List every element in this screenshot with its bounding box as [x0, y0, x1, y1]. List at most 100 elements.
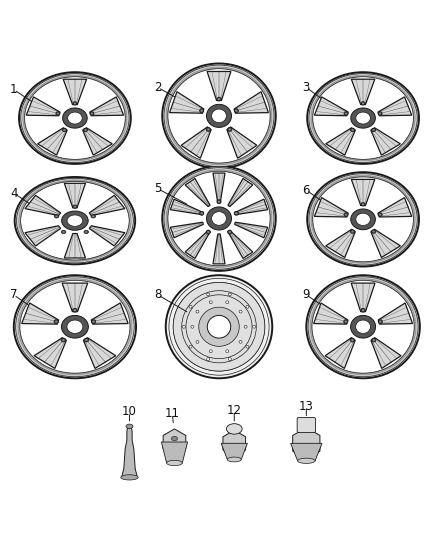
Ellipse shape	[73, 205, 77, 208]
Ellipse shape	[345, 112, 347, 115]
Ellipse shape	[206, 104, 232, 127]
Ellipse shape	[83, 128, 88, 132]
Ellipse shape	[253, 325, 256, 328]
Ellipse shape	[350, 316, 375, 338]
Polygon shape	[351, 283, 375, 312]
Polygon shape	[185, 230, 210, 259]
Ellipse shape	[54, 215, 59, 218]
Ellipse shape	[63, 129, 66, 131]
Ellipse shape	[356, 112, 371, 124]
Ellipse shape	[379, 320, 381, 323]
Ellipse shape	[191, 325, 194, 328]
Ellipse shape	[378, 213, 382, 216]
Ellipse shape	[226, 301, 229, 304]
Ellipse shape	[67, 320, 83, 334]
Ellipse shape	[207, 358, 210, 360]
Ellipse shape	[307, 172, 419, 266]
Polygon shape	[83, 338, 116, 368]
FancyBboxPatch shape	[297, 417, 315, 432]
Ellipse shape	[189, 305, 192, 308]
Polygon shape	[207, 71, 231, 100]
Polygon shape	[62, 283, 88, 312]
Polygon shape	[185, 179, 210, 207]
Text: 13: 13	[299, 400, 314, 413]
Ellipse shape	[207, 128, 209, 131]
Polygon shape	[351, 79, 375, 104]
Ellipse shape	[307, 72, 419, 164]
Ellipse shape	[218, 200, 220, 203]
Ellipse shape	[85, 231, 88, 233]
Ellipse shape	[228, 358, 231, 360]
Ellipse shape	[91, 320, 96, 324]
Polygon shape	[25, 196, 60, 215]
Ellipse shape	[162, 166, 276, 271]
Ellipse shape	[85, 339, 88, 341]
Ellipse shape	[62, 339, 65, 341]
Polygon shape	[227, 127, 257, 158]
Ellipse shape	[313, 77, 413, 159]
Ellipse shape	[90, 112, 94, 115]
Polygon shape	[89, 226, 125, 246]
Ellipse shape	[362, 102, 364, 104]
Polygon shape	[371, 229, 400, 257]
Ellipse shape	[378, 112, 382, 115]
Polygon shape	[64, 183, 85, 208]
Polygon shape	[326, 229, 355, 257]
Ellipse shape	[200, 211, 204, 215]
Ellipse shape	[74, 102, 76, 104]
Ellipse shape	[55, 215, 58, 217]
Ellipse shape	[228, 230, 232, 234]
Ellipse shape	[308, 277, 418, 377]
Ellipse shape	[20, 280, 130, 373]
Ellipse shape	[84, 230, 88, 233]
Ellipse shape	[67, 112, 82, 124]
Ellipse shape	[235, 212, 237, 214]
Ellipse shape	[126, 424, 133, 429]
Ellipse shape	[378, 320, 382, 324]
Ellipse shape	[92, 320, 95, 323]
Ellipse shape	[201, 212, 203, 214]
Ellipse shape	[57, 112, 59, 115]
Polygon shape	[63, 79, 87, 104]
Ellipse shape	[84, 129, 87, 131]
Ellipse shape	[62, 211, 88, 230]
Ellipse shape	[206, 207, 232, 230]
Ellipse shape	[239, 310, 242, 313]
Polygon shape	[90, 97, 124, 116]
Ellipse shape	[227, 457, 241, 462]
Ellipse shape	[209, 301, 212, 304]
Polygon shape	[170, 222, 203, 238]
Ellipse shape	[218, 98, 220, 100]
Ellipse shape	[217, 200, 221, 204]
Ellipse shape	[56, 112, 60, 115]
Ellipse shape	[309, 74, 417, 163]
Ellipse shape	[373, 339, 375, 341]
Ellipse shape	[21, 74, 129, 163]
Ellipse shape	[361, 203, 365, 206]
Ellipse shape	[372, 129, 375, 131]
Ellipse shape	[199, 307, 239, 346]
Ellipse shape	[379, 112, 381, 115]
Ellipse shape	[201, 110, 203, 112]
Polygon shape	[22, 303, 59, 324]
Ellipse shape	[73, 308, 77, 312]
Ellipse shape	[16, 277, 134, 377]
Ellipse shape	[239, 341, 242, 343]
Polygon shape	[34, 338, 67, 368]
Ellipse shape	[164, 168, 274, 269]
Ellipse shape	[166, 461, 182, 466]
Ellipse shape	[55, 320, 58, 323]
Ellipse shape	[91, 112, 93, 115]
Ellipse shape	[73, 102, 77, 105]
Ellipse shape	[229, 231, 231, 233]
Text: 9: 9	[303, 288, 310, 301]
Text: 7: 7	[10, 288, 18, 301]
Text: 3: 3	[303, 81, 310, 94]
Ellipse shape	[217, 97, 221, 101]
Ellipse shape	[14, 275, 136, 378]
Ellipse shape	[344, 320, 348, 324]
Text: 6: 6	[303, 183, 310, 197]
Polygon shape	[235, 222, 268, 238]
Polygon shape	[91, 303, 128, 324]
Text: 4: 4	[10, 187, 18, 200]
